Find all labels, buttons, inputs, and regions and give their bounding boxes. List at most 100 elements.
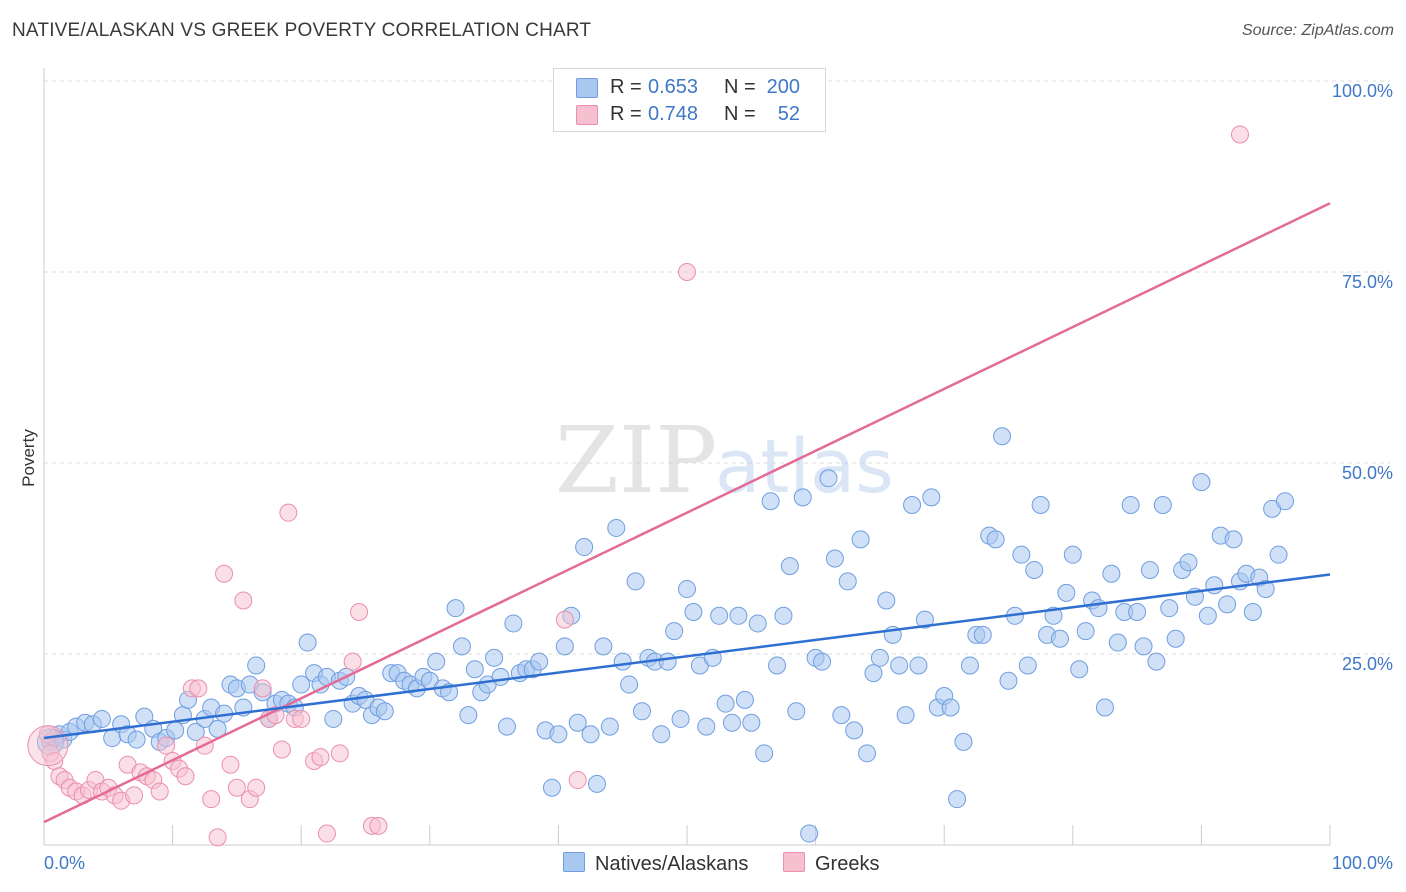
data-point-native	[1108, 633, 1127, 652]
legend-swatch-greeks	[576, 105, 598, 125]
data-point-native	[960, 656, 979, 675]
data-point-native	[864, 664, 883, 683]
data-point-native	[658, 652, 677, 671]
data-point-greek	[157, 736, 176, 755]
legend-box: R = 0.653 N = 200 R = 0.748 N = 52	[553, 68, 826, 132]
data-point-native	[1147, 652, 1166, 671]
watermark: ZIP atlas	[555, 407, 894, 514]
data-point-native	[427, 652, 446, 671]
data-point-native	[292, 675, 311, 694]
data-point-native	[497, 717, 516, 736]
data-point-greek	[234, 591, 253, 610]
axes	[43, 68, 1331, 846]
data-point-native	[697, 717, 716, 736]
data-point-native	[620, 675, 639, 694]
x-tick-label: 0.0%	[44, 853, 85, 873]
data-point-native	[896, 706, 915, 725]
y-tick-label: 50.0%	[1342, 463, 1393, 483]
data-point-native	[915, 610, 934, 629]
data-point-native	[845, 721, 864, 740]
data-point-native	[1095, 698, 1114, 717]
data-point-native	[774, 606, 793, 625]
data-point-native	[999, 671, 1018, 690]
legend-r-label: R =	[610, 76, 642, 98]
watermark-zip: ZIP	[555, 407, 717, 514]
data-point-native	[922, 488, 941, 507]
data-point-native	[1121, 496, 1140, 515]
bottom-legend-natives: Natives/Alaskans	[563, 852, 748, 876]
data-point-native	[825, 549, 844, 568]
legend-swatch-natives	[576, 78, 598, 98]
data-point-native	[1018, 656, 1037, 675]
legend-r-value: 0.653	[648, 76, 699, 98]
bottom-legend-label-natives: Natives/Alaskans	[595, 853, 749, 875]
data-point-greek	[202, 790, 221, 809]
data-point-native	[1057, 583, 1076, 602]
data-point-native	[903, 496, 922, 515]
data-point-native	[600, 717, 619, 736]
data-point-native	[742, 713, 761, 732]
data-point-native	[993, 427, 1012, 446]
data-point-greek	[27, 725, 69, 767]
data-point-native	[1256, 580, 1275, 599]
data-point-native	[954, 732, 973, 751]
data-point-native	[504, 614, 523, 633]
data-point-native	[973, 625, 992, 644]
data-point-native	[710, 606, 729, 625]
legend-r-label: R =	[610, 103, 642, 125]
bottom-legend-greeks: Greeks	[783, 852, 879, 876]
data-point-native	[626, 572, 645, 591]
data-point-native	[678, 580, 696, 599]
bottom-legend-swatch-greeks	[783, 852, 805, 872]
data-point-greek	[279, 503, 298, 522]
data-point-native	[768, 656, 787, 675]
data-point-native	[581, 725, 600, 744]
data-point-native	[1192, 473, 1211, 492]
data-point-native	[729, 606, 748, 625]
data-point-greek	[330, 744, 349, 763]
data-point-greek	[215, 564, 234, 583]
data-point-native	[632, 702, 651, 721]
chart-title: NATIVE/ALASKAN VS GREEK POVERTY CORRELAT…	[12, 20, 592, 41]
data-point-native	[735, 690, 754, 709]
data-point-native	[587, 774, 606, 793]
data-point-greek	[208, 828, 227, 847]
data-point-native	[1050, 629, 1069, 648]
data-point-native	[1140, 560, 1159, 579]
data-point-native	[542, 778, 561, 797]
data-point-native	[485, 648, 504, 667]
data-point-native	[838, 572, 857, 591]
data-point-greek	[343, 652, 362, 671]
data-point-native	[446, 599, 465, 618]
data-point-native	[665, 622, 684, 641]
data-point-native	[723, 713, 742, 732]
data-point-native	[568, 713, 587, 732]
data-point-native	[671, 709, 690, 728]
data-point-native	[793, 488, 812, 507]
data-point-native	[324, 709, 343, 728]
data-point-native	[761, 492, 780, 511]
data-point-native	[459, 706, 478, 725]
data-point-native	[948, 790, 967, 809]
legend-n-label: N =	[724, 76, 756, 98]
data-point-native	[1044, 606, 1063, 625]
source-label: Source: ZipAtlas.com	[1241, 22, 1394, 39]
data-point-native	[1025, 560, 1044, 579]
data-point-native	[375, 702, 394, 721]
data-point-native	[858, 744, 877, 763]
y-tick-label: 25.0%	[1342, 654, 1393, 674]
legend-n-value: 52	[777, 103, 800, 125]
data-point-native	[1102, 564, 1121, 583]
data-point-greek	[317, 824, 336, 843]
legend-n-label: N =	[724, 103, 756, 125]
data-point-native	[247, 656, 266, 675]
data-point-native	[986, 530, 1005, 549]
data-point-native	[1275, 492, 1294, 511]
data-point-greek	[189, 679, 208, 698]
data-point-native	[684, 602, 703, 621]
data-point-native	[909, 656, 928, 675]
data-point-native	[1070, 660, 1089, 679]
data-point-native	[1153, 496, 1172, 515]
data-point-native	[1166, 629, 1185, 648]
